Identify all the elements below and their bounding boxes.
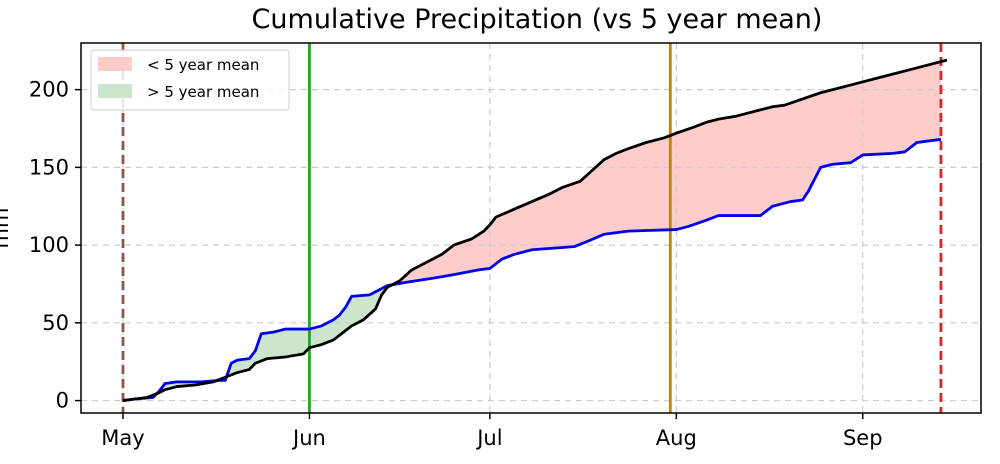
y-tick-label: 50 — [42, 311, 69, 335]
legend-frame — [90, 49, 290, 111]
axis-ticks: 0 50 100 150 200 May Jun Jul Aug Sep — [29, 78, 883, 450]
legend-swatch-below — [98, 57, 132, 71]
legend-label-above: > 5 year mean — [147, 83, 259, 101]
five-year-mean-line — [122, 137, 942, 402]
y-axis-label: mm — [0, 208, 13, 249]
y-tick-label: 150 — [29, 155, 69, 179]
legend-label-below: < 5 year mean — [147, 56, 259, 74]
x-tick-label: May — [101, 426, 144, 450]
x-tick-label: Jul — [475, 426, 502, 450]
plot-frame — [80, 42, 982, 414]
legend: < 5 year mean > 5 year mean — [90, 49, 290, 111]
chart-title: Cumulative Precipitation (vs 5 year mean… — [252, 4, 823, 35]
legend-swatch-above — [98, 84, 132, 98]
x-tick-label: Sep — [843, 426, 883, 450]
x-tick-label: Jun — [291, 426, 326, 450]
x-tick-label: Aug — [656, 426, 697, 450]
y-tick-label: 100 — [29, 233, 69, 257]
observed-precip-line — [122, 58, 948, 402]
series-lines — [122, 58, 948, 402]
fill-regions — [123, 61, 941, 401]
y-tick-label: 0 — [56, 389, 69, 413]
below-mean-region — [392, 61, 941, 285]
y-tick-label: 200 — [29, 78, 69, 102]
